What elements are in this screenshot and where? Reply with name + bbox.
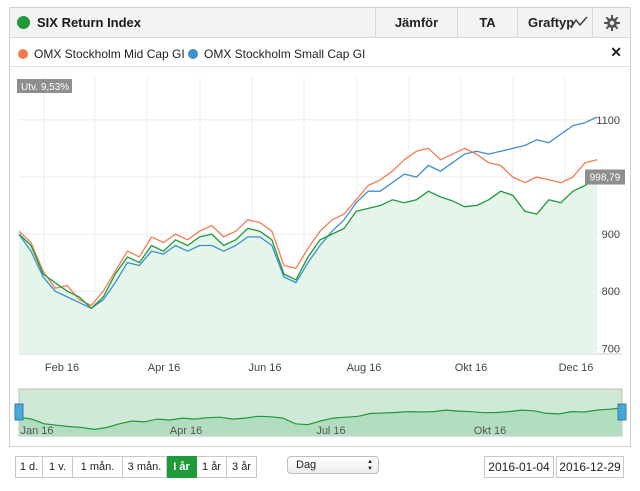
range-button[interactable]: 3 år xyxy=(227,456,257,478)
range-button[interactable]: 1 d. xyxy=(15,456,43,478)
interval-value: Dag xyxy=(296,459,317,471)
range-button[interactable]: 1 mån. xyxy=(73,456,123,478)
range-button[interactable]: I år xyxy=(167,456,197,478)
legend-bar: OMX Stockholm Mid Cap GI OMX Stockholm S… xyxy=(10,39,630,67)
range-button[interactable]: 3 mån. xyxy=(123,456,167,478)
legend-label: OMX Stockholm Small Cap GI xyxy=(204,47,366,61)
start-date-input[interactable]: 2016-01-04 xyxy=(484,456,554,478)
interval-select[interactable]: Dag ▲ ▼ xyxy=(287,456,379,474)
legend-label: OMX Stockholm Mid Cap GI xyxy=(34,47,185,61)
range-button[interactable]: 1 år xyxy=(197,456,227,478)
end-date-input[interactable]: 2016-12-29 xyxy=(556,456,624,478)
legend-item-mid-cap[interactable]: OMX Stockholm Mid Cap GI xyxy=(18,47,185,61)
series-color-dot xyxy=(17,16,30,29)
legend-item-small-cap[interactable]: OMX Stockholm Small Cap GI xyxy=(188,47,365,61)
settings-button[interactable] xyxy=(592,8,630,38)
compare-button[interactable]: Jämför xyxy=(375,8,457,38)
range-button[interactable]: 1 v. xyxy=(43,456,73,478)
legend-dot xyxy=(188,49,198,59)
line-chart-icon xyxy=(570,16,588,29)
charttype-label: Graftyp xyxy=(528,15,575,30)
ta-button[interactable]: TA xyxy=(457,8,517,38)
gear-icon xyxy=(604,15,620,31)
widget-title: SIX Return Index xyxy=(37,15,142,30)
select-arrows-icon: ▲ ▼ xyxy=(367,459,373,472)
charttype-button[interactable]: Graftyp xyxy=(517,8,592,38)
range-selector: 1 d. 1 v. 1 mån. 3 mån. I år 1 år 3 år xyxy=(15,456,257,478)
legend-dot xyxy=(18,49,28,59)
widget-header: SIX Return Index Jämför TA Graftyp xyxy=(10,8,630,38)
chart-widget: SIX Return Index Jämför TA Graftyp xyxy=(9,7,631,447)
close-icon[interactable]: ✕ xyxy=(610,44,622,60)
